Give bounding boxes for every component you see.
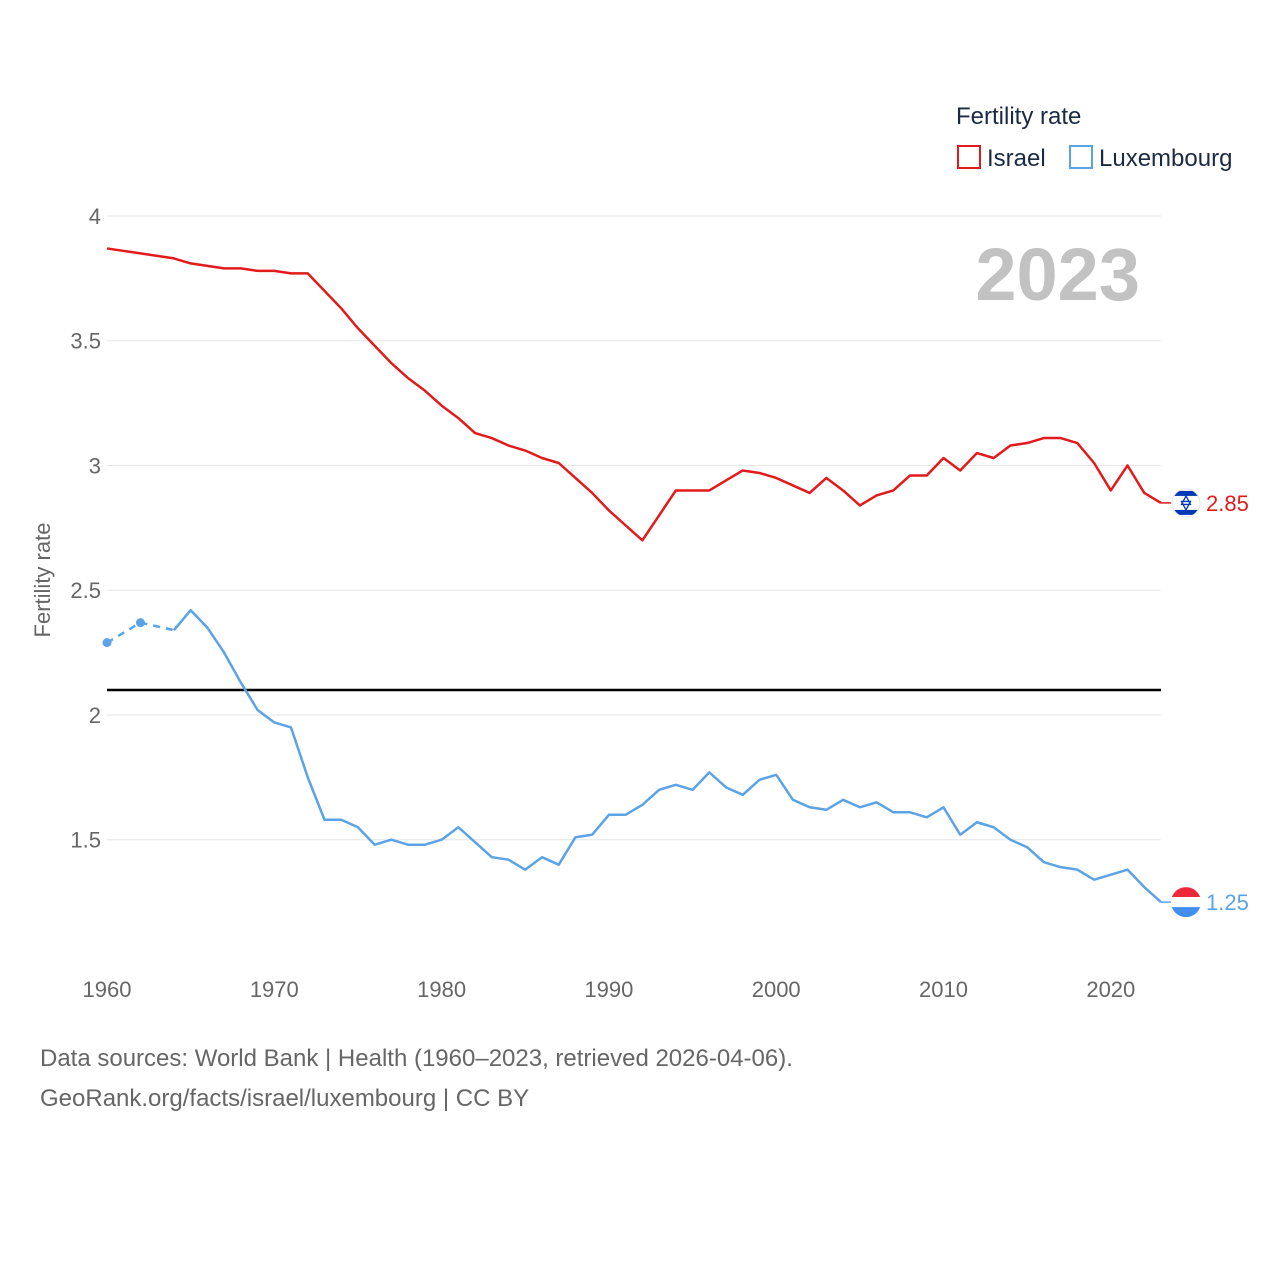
y-axis-ticks: 1.5 2 2.5 3 3.5 4 — [70, 204, 101, 853]
x-tick-label: 1960 — [83, 977, 132, 1002]
y-tick-label: 3.5 — [70, 329, 101, 354]
series-group — [102, 247, 1171, 904]
x-tick-label: 1970 — [250, 977, 299, 1002]
gridlines — [107, 215, 1161, 841]
y-tick-label: 3 — [89, 453, 101, 478]
fertility-rate-chart: 1.5 2 2.5 3 3.5 4 1960 1970 1980 1990 2000 2010 202… — [30, 103, 1249, 1002]
legend-title: Fertility rate — [956, 103, 1081, 130]
data-point-luxembourg[interactable] — [135, 618, 145, 628]
y-tick-label: 2 — [89, 703, 101, 728]
legend-label-luxembourg[interactable]: Luxembourg — [1099, 145, 1232, 172]
current-year-label: 2023 — [975, 233, 1140, 316]
y-axis-label: Fertility rate — [30, 523, 55, 638]
y-tick-label: 1.5 — [70, 828, 101, 853]
x-axis-ticks: 1960 1970 1980 1990 2000 2010 2020 — [83, 977, 1136, 1002]
x-tick-label: 2020 — [1086, 977, 1135, 1002]
data-point-luxembourg[interactable] — [102, 638, 112, 648]
israel-end-value: 2.85 — [1206, 491, 1249, 516]
series-line-israel[interactable] — [106, 247, 1162, 542]
x-tick-label: 2000 — [752, 977, 801, 1002]
data-source-text: Data sources: World Bank | Health (1960–… — [40, 1045, 793, 1072]
legend-label-israel[interactable]: Israel — [987, 145, 1046, 172]
luxembourg-end-value: 1.25 — [1206, 890, 1249, 915]
legend-swatch-israel[interactable] — [957, 145, 981, 169]
x-tick-label: 1990 — [584, 977, 633, 1002]
y-tick-label: 2.5 — [70, 578, 101, 603]
series-line-luxembourg[interactable] — [172, 608, 1162, 904]
israel-flag-icon — [1171, 488, 1201, 518]
x-tick-label: 1980 — [417, 977, 466, 1002]
legend: Fertility rate Israel Luxembourg — [956, 103, 1232, 172]
attribution-text: GeoRank.org/facts/israel/luxembourg | CC… — [40, 1085, 530, 1112]
legend-swatch-luxembourg[interactable] — [1069, 145, 1093, 169]
x-tick-label: 2010 — [919, 977, 968, 1002]
y-tick-label: 4 — [89, 204, 101, 229]
luxembourg-flag-icon — [1171, 887, 1201, 918]
